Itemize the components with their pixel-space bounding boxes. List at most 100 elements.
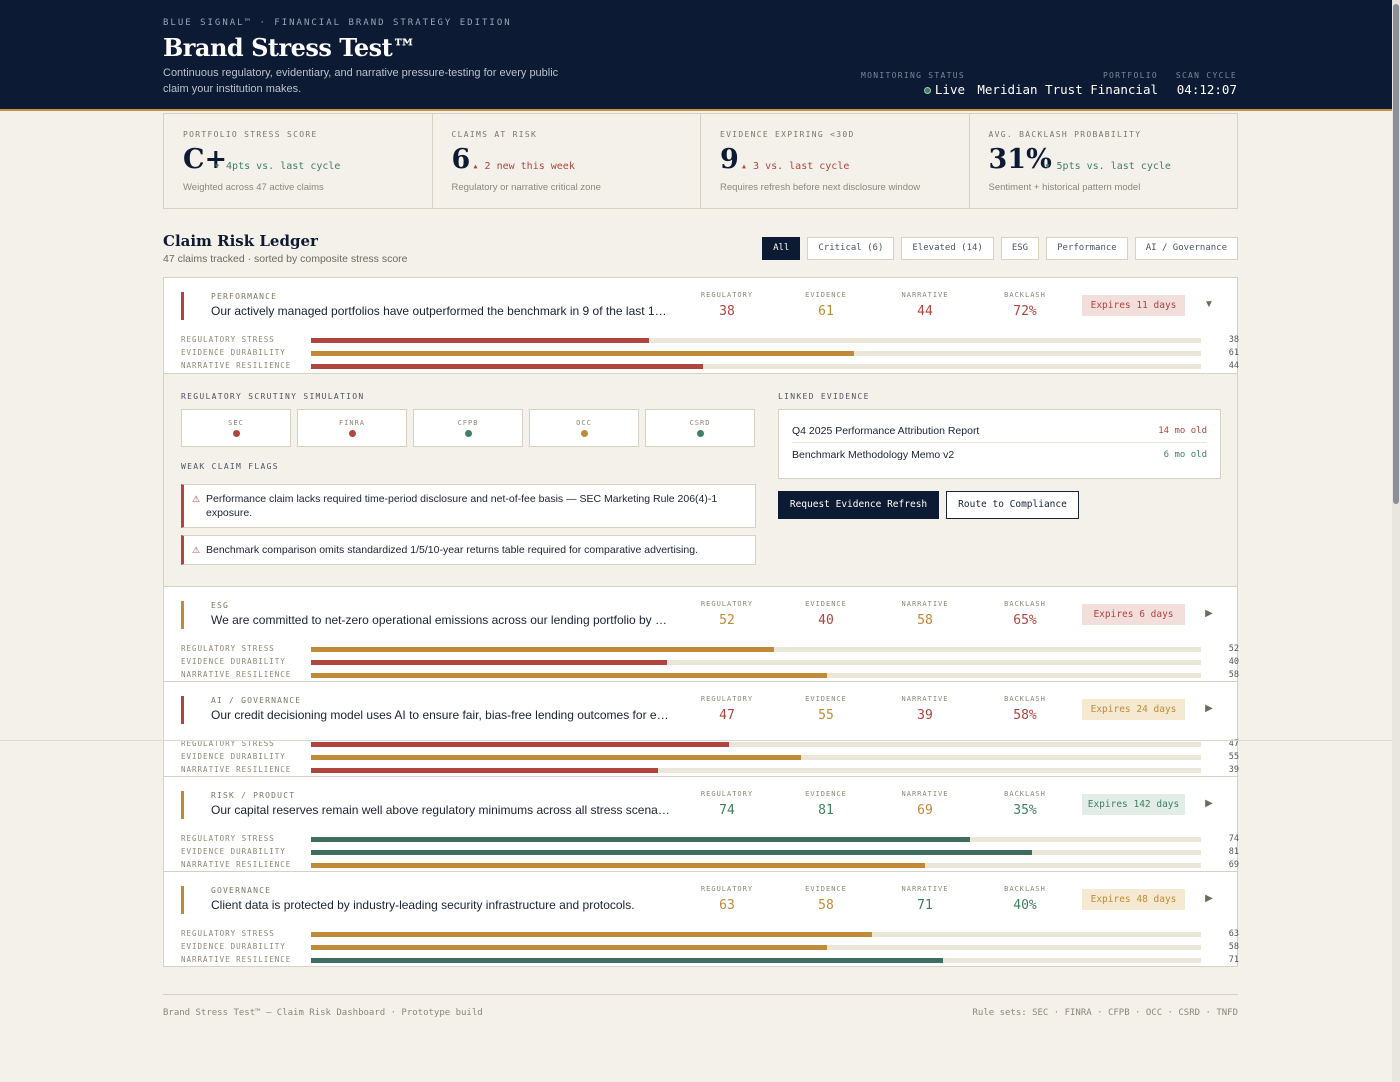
portfolio-value[interactable]: Meridian Trust Financial [977, 82, 1158, 97]
metric-narrative: NARRATIVE 69 [885, 790, 965, 818]
regulator-card[interactable]: SEC [181, 409, 291, 447]
metric-regulatory: REGULATORY 47 [687, 695, 767, 723]
warning-icon: ⚠ [192, 545, 201, 555]
filter-chip[interactable]: Critical (6) [807, 237, 895, 260]
bar-fill [311, 338, 650, 343]
filter-chip[interactable]: All [762, 237, 801, 260]
bar-fill [311, 768, 659, 773]
filter-chip[interactable]: ESG [1000, 237, 1040, 260]
metric-value: 58% [1013, 708, 1037, 723]
bar-track [311, 660, 1201, 665]
claim-row[interactable]: PERFORMANCE Our actively managed portfoli… [164, 278, 1239, 373]
kpi-note: Requires refresh before next disclosure … [720, 182, 921, 193]
regulator-card[interactable]: CSRD [645, 409, 755, 447]
bar-value: 58 [1228, 942, 1239, 952]
flag-text: Benchmark comparison omits standardized … [206, 544, 698, 556]
kpi-note: Weighted across 47 active claims [183, 182, 324, 193]
stress-bar-evidence: EVIDENCE DURABILITY 61 [181, 346, 1239, 359]
metric-label: REGULATORY [700, 790, 754, 798]
metric-value: 55 [818, 708, 834, 723]
metric-narrative: NARRATIVE 58 [885, 600, 965, 628]
claim-row[interactable]: GOVERNANCE Client data is protected by in… [164, 871, 1239, 966]
bar-fill [311, 673, 828, 678]
scrollbar-thumb[interactable] [1393, 4, 1399, 504]
kpi-note: Sentiment + historical pattern model [988, 182, 1141, 193]
metric-value: 61 [818, 304, 834, 319]
bar-track [311, 932, 1201, 937]
page-scrollbar[interactable] [1392, 0, 1400, 1082]
claim-accent [181, 886, 184, 914]
bar-label: EVIDENCE DURABILITY [181, 942, 286, 951]
bar-label: EVIDENCE DURABILITY [181, 348, 286, 357]
kpi-value: C+ [183, 144, 228, 175]
kpi-strip: PORTFOLIO STRESS SCORE C+ ▾ 4pts vs. last … [163, 113, 1238, 209]
bar-value: 44 [1228, 361, 1239, 371]
filter-chip[interactable]: Elevated (14) [901, 237, 994, 260]
bar-value: 38 [1228, 335, 1239, 345]
app-eyebrow: BLUE SIGNAL™ · FINANCIAL BRAND STRATEGY … [163, 18, 512, 28]
filter-chip[interactable]: Performance [1046, 237, 1128, 260]
metric-value: 81 [818, 803, 834, 818]
bar-label: REGULATORY STRESS [181, 644, 275, 653]
claim-ledger: PERFORMANCE Our actively managed portfoli… [163, 277, 1239, 967]
claim-row[interactable]: ESG We are committed to net-zero operatio… [164, 586, 1239, 681]
bar-track [311, 351, 1201, 356]
metric-label: EVIDENCE [805, 790, 847, 798]
kpi-card: EVIDENCE EXPIRING <30D 9 ▴ 3 vs. last cycl… [701, 114, 970, 208]
regulator-status-dot [464, 430, 472, 437]
bar-value: 40 [1228, 657, 1239, 667]
evidence-age: 6 mo old [1163, 450, 1207, 460]
chevron-down-icon[interactable]: ▼ [1204, 299, 1214, 310]
metric-label: REGULATORY [700, 885, 754, 893]
route-to-compliance-button[interactable]: Route to Compliance [946, 491, 1079, 519]
metric-label: NARRATIVE [901, 600, 949, 608]
bar-value: 71 [1228, 955, 1239, 965]
evidence-name: Q4 2025 Performance Attribution Report [792, 425, 980, 437]
flag-text: Performance claim lacks required time-pe… [206, 493, 718, 519]
chevron-right-icon[interactable]: ▶ [1205, 703, 1213, 714]
chevron-right-icon[interactable]: ▶ [1205, 798, 1213, 809]
claim-category: GOVERNANCE [211, 886, 272, 895]
app-title: Brand Stress Test™ [163, 33, 416, 62]
regulator-card[interactable]: OCC [529, 409, 639, 447]
bar-value: 58 [1228, 670, 1239, 680]
chevron-right-icon[interactable]: ▶ [1205, 608, 1213, 619]
filter-chip[interactable]: AI / Governance [1134, 237, 1238, 260]
bar-value: 47 [1228, 739, 1239, 749]
regulator-card[interactable]: FINRA [297, 409, 407, 447]
bar-value: 52 [1228, 644, 1239, 654]
expiry-badge: Expires 142 days [1082, 794, 1185, 815]
claim-row[interactable]: RISK / PRODUCT Our capital reserves remai… [164, 776, 1239, 871]
divider [0, 740, 1400, 741]
request-evidence-refresh-button[interactable]: Request Evidence Refresh [778, 491, 939, 519]
bar-fill [311, 945, 828, 950]
chevron-right-icon[interactable]: ▶ [1205, 893, 1213, 904]
bar-fill [311, 837, 970, 842]
metric-label: REGULATORY [700, 291, 754, 299]
metric-value: 63 [719, 898, 735, 913]
stress-bar-regulatory: REGULATORY STRESS 52 [181, 642, 1239, 655]
bar-track [311, 673, 1201, 678]
bar-value: 55 [1228, 752, 1239, 762]
metric-evidence: EVIDENCE 81 [786, 790, 866, 818]
metric-label: REGULATORY [700, 695, 754, 703]
regulator-grid: SEC FINRA CFPB OCC CSRD [181, 409, 755, 447]
regulator-card[interactable]: CFPB [413, 409, 523, 447]
bar-fill [311, 863, 926, 868]
metric-narrative: NARRATIVE 39 [885, 695, 965, 723]
metric-label: BACKLASH [1004, 695, 1046, 703]
claim-text: Client data is protected by industry-lea… [211, 898, 635, 912]
metric-value: 40 [818, 613, 834, 628]
evidence-item[interactable]: Benchmark Methodology Memo v2 6 mo old [792, 444, 1207, 467]
bar-track [311, 755, 1201, 760]
evidence-item[interactable]: Q4 2025 Performance Attribution Report 14… [792, 420, 1207, 443]
bar-track [311, 958, 1201, 963]
claim-category: PERFORMANCE [211, 292, 278, 301]
metric-value: 35% [1013, 803, 1037, 818]
bar-track [311, 364, 1201, 369]
claim-row[interactable]: AI / GOVERNANCE Our credit decisioning mo… [164, 681, 1239, 776]
claim-category: AI / GOVERNANCE [211, 696, 302, 705]
metric-label: BACKLASH [1004, 790, 1046, 798]
stress-bar-evidence: EVIDENCE DURABILITY 81 [181, 845, 1239, 858]
metric-label: EVIDENCE [805, 600, 847, 608]
